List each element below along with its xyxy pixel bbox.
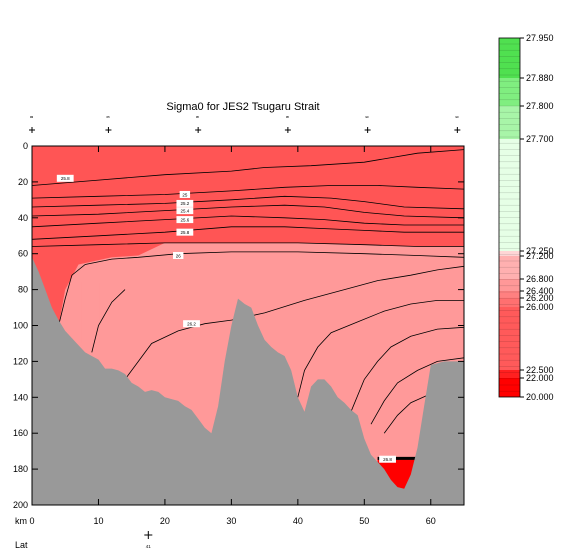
colorbar-tick-label-7: 26.400 — [526, 286, 554, 296]
colorbar-tick-label-12: 20.000 — [526, 392, 554, 402]
colorbar-tick-label-11: 22.000 — [526, 373, 554, 383]
x-tick-label-6: 60 — [426, 516, 436, 526]
contour-line-extra-4 — [370, 357, 465, 425]
colorbar-tick-label-9: 26.000 — [526, 302, 554, 312]
y-tick-label-0: 0 — [23, 141, 28, 151]
contour-line-6 — [31, 242, 464, 247]
contour-label-3-bg — [176, 207, 194, 215]
station-label-5: 9 — [454, 116, 459, 119]
colorbar-tick-label-1: 27.880 — [526, 73, 554, 83]
lower-layer-fill-step — [81, 282, 100, 344]
colorbar-band-3 — [499, 298, 520, 307]
y-tick-label-6: 120 — [13, 356, 28, 366]
bathymetry-terrain — [32, 257, 464, 505]
station-label-4: 9 — [365, 116, 370, 119]
x-tick-label-0: 0 — [29, 516, 34, 526]
colorbar-tick-label-5: 27.200 — [526, 251, 554, 261]
colorbar-band-8 — [499, 139, 520, 251]
y-tick-label-3: 60 — [18, 249, 28, 259]
station-label-1: 6 — [105, 116, 110, 119]
colorbar-frame — [498, 37, 521, 398]
y-tick-label-8: 160 — [13, 428, 28, 438]
y-tick-label-4: 80 — [18, 285, 28, 295]
contour-label-6: 26 — [176, 253, 182, 258]
station-label-3: 6 — [285, 116, 290, 119]
colorbar-band-6 — [499, 256, 520, 279]
station-label-0: 8 — [29, 116, 34, 119]
contour-label-3: 25.4 — [180, 208, 189, 213]
colorbar-tick-label-2: 27.800 — [526, 101, 554, 111]
contour-labels: 25.8 25 25.2 25.4 25.6 25.8 26 26.2 26.8 — [56, 174, 396, 463]
contour-label-0-bg — [56, 174, 74, 182]
contour-label-bottom-bg — [379, 455, 396, 463]
contour-line-5 — [31, 226, 464, 240]
contour-label-2: 25.2 — [180, 201, 189, 206]
x-tick-label-3: 30 — [226, 516, 236, 526]
colorbar-band-2 — [499, 307, 520, 370]
contour-label-0: 25.8 — [61, 176, 70, 181]
contour-layer — [31, 149, 465, 434]
station-label-2: 6 — [195, 116, 200, 119]
colorbar-tick-label-0: 27.950 — [526, 33, 554, 43]
contour-line-extra-1 — [91, 289, 126, 353]
y-tick-label-2: 40 — [18, 213, 28, 223]
colorbar-band-10 — [499, 78, 520, 106]
contour-line-0 — [31, 149, 465, 186]
colorbar-tick-label-10: 22.500 — [526, 365, 554, 375]
contour-line-1 — [31, 185, 465, 199]
contour-label-4-bg — [176, 216, 194, 224]
x-axis-label: km — [15, 516, 27, 526]
contour-label-6-bg — [173, 251, 184, 259]
contour-label-1-bg — [179, 190, 191, 198]
colorbar-tick-label-3: 27.700 — [526, 134, 554, 144]
colorbar-band-0 — [499, 378, 520, 397]
colorbar-tick-label-8: 26.200 — [526, 293, 554, 303]
y-tick-label-10: 200 — [13, 500, 28, 510]
colorbar-tick-label-4: 27.250 — [526, 246, 554, 256]
x-tick-label-2: 20 — [160, 516, 170, 526]
contour-label-bottom: 26.8 — [383, 457, 392, 462]
colorbar-band-1 — [499, 370, 520, 378]
contour-line-extra-3 — [350, 326, 465, 412]
contour-label-1: 25 — [182, 192, 188, 197]
colorbar-band-7 — [499, 251, 520, 256]
y-tick-label-5: 100 — [13, 321, 28, 331]
contour-line-4 — [31, 215, 464, 228]
y-tick-label-9: 180 — [13, 464, 28, 474]
contour-line-extra-2 — [297, 300, 464, 398]
colorbar-band-5 — [499, 279, 520, 291]
contour-label-7: 26.2 — [187, 322, 196, 327]
colorbar-tick-label-6: 26.800 — [526, 274, 554, 284]
lat-axis-label: Lat — [15, 540, 28, 550]
colorbar-band-4 — [499, 291, 520, 298]
contour-line-7 — [118, 265, 465, 389]
y-tick-label-1: 20 — [18, 177, 28, 187]
station-markers: 8 6 6 6 9 9 — [29, 116, 461, 133]
contour-label-5-bg — [176, 228, 194, 236]
colorbar-band-11 — [499, 38, 520, 78]
x-tick-label-5: 50 — [359, 516, 369, 526]
contour-line-extra-0 — [58, 251, 465, 326]
terrain-layer — [32, 257, 464, 505]
x-tick-label-4: 40 — [293, 516, 303, 526]
contour-label-4: 25.6 — [180, 217, 189, 222]
y-tick-label-7: 140 — [13, 392, 28, 402]
contour-line-2 — [31, 195, 465, 210]
contour-label-2-bg — [176, 199, 194, 207]
contour-label-7-bg — [183, 320, 200, 328]
chart-title: Sigma0 for JES2 Tsugaru Strait — [166, 101, 319, 113]
contour-line-3 — [31, 204, 465, 219]
colorbar-band-9 — [499, 106, 520, 139]
lat-tick-label: 41 — [146, 544, 152, 549]
contour-label-5: 25.8 — [180, 230, 189, 235]
x-tick-label-1: 10 — [93, 516, 103, 526]
